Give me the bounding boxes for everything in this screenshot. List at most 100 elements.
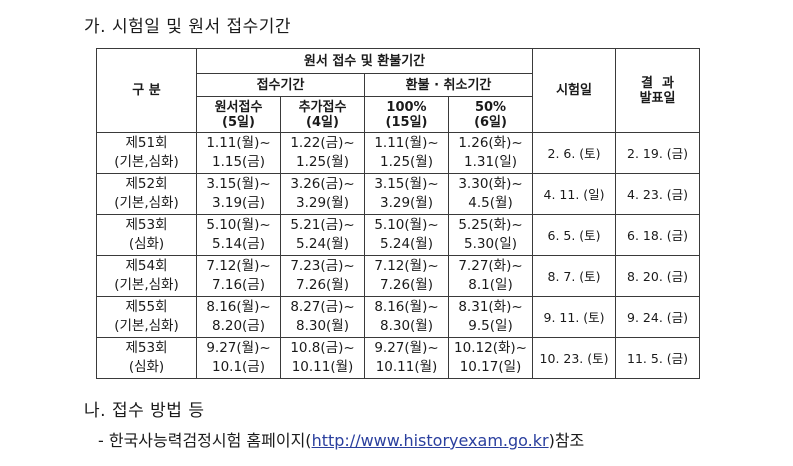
round-number: 제53회 — [125, 340, 168, 356]
date-start: 7.23(금)~ — [290, 258, 355, 274]
date-range-cell: 9.27(월)~ 10.11(월) — [364, 337, 449, 379]
date-start: 8.16(월)~ — [206, 299, 271, 315]
exam-date-cell: 2. 6. (토) — [532, 132, 617, 174]
date-range-cell: 3.15(월)~ 3.29(월) — [364, 173, 449, 215]
exam-date-cell: 6. 5. (토) — [532, 214, 617, 256]
date-range-cell: 1.11(월)~ 1.25(월) — [364, 132, 449, 174]
round-cell: 제53회 (심화) — [96, 214, 197, 256]
date-end: 10.11(월) — [375, 359, 438, 375]
date-start: 5.21(금)~ — [290, 217, 355, 233]
section-heading-exam-dates: 가. 시험일 및 원서 접수기간 — [84, 17, 292, 37]
round-level: (기본,심화) — [114, 318, 179, 334]
date-end: 3.29(월) — [295, 195, 349, 211]
date-range-cell: 9.27(월)~ 10.1(금) — [196, 337, 281, 379]
table-row: 제53회 (심화) 9.27(월)~ 10.1(금) 10.8(금)~ 10.11(… — [96, 337, 701, 379]
round-number: 제55회 — [125, 299, 168, 315]
header-sub-refund-half: 50% (6일) — [447, 96, 534, 133]
date-end: 1.25(월) — [295, 154, 349, 170]
header-sub-days: (15일) — [385, 114, 428, 130]
date-start: 3.15(월)~ — [374, 176, 439, 192]
header-sub-application: 원서접수 (5일) — [196, 96, 281, 133]
date-range-cell: 8.16(월)~ 8.20(금) — [196, 296, 281, 338]
table-row: 제55회 (기본,심화) 8.16(월)~ 8.20(금) 8.27(금)~ 8.3… — [96, 296, 701, 338]
round-number: 제54회 — [125, 258, 168, 274]
round-number: 제52회 — [125, 176, 168, 192]
header-result-date-line2: 발표일 — [639, 90, 676, 106]
result-date-cell: 4. 23. (금) — [615, 173, 701, 215]
header-sub-label: 추가접수 — [298, 99, 347, 115]
date-range-cell: 5.21(금)~ 5.24(월) — [280, 214, 365, 256]
header-result-date: 결 과 발표일 — [615, 48, 701, 133]
date-end: 9.5(일) — [468, 318, 513, 334]
homepage-link[interactable]: http://www.historyexam.go.kr — [311, 431, 549, 450]
header-refund-period: 환불 · 취소기간 — [363, 73, 534, 97]
round-level: (심화) — [128, 359, 165, 375]
header-sub-refund-full: 100% (15일) — [364, 96, 449, 133]
date-range-cell: 7.12(월)~ 7.16(금) — [196, 255, 281, 297]
note-suffix: )참조 — [548, 431, 585, 450]
round-level: (기본,심화) — [114, 154, 179, 170]
header-exam-date: 시험일 — [532, 48, 617, 133]
date-range-cell: 7.12(월)~ 7.26(월) — [364, 255, 449, 297]
result-date-cell: 9. 24. (금) — [615, 296, 701, 338]
header-sub-additional: 추가접수 (4일) — [280, 96, 365, 133]
date-range-cell: 3.30(화)~ 4.5(월) — [447, 173, 534, 215]
date-start: 3.26(금)~ — [290, 176, 355, 192]
table-row: 제53회 (심화) 5.10(월)~ 5.14(금) 5.21(금)~ 5.24(월… — [96, 214, 701, 256]
date-start: 10.12(화)~ — [454, 340, 527, 356]
date-range-cell: 5.25(화)~ 5.30(일) — [447, 214, 534, 256]
date-start: 5.10(월)~ — [374, 217, 439, 233]
section-heading-application-method: 나. 접수 방법 등 — [84, 401, 205, 421]
date-range-cell: 1.26(화)~ 1.31(일) — [447, 132, 534, 174]
result-date-cell: 2. 19. (금) — [615, 132, 701, 174]
round-number: 제53회 — [125, 217, 168, 233]
header-result-date-line1: 결 과 — [641, 75, 675, 91]
date-start: 9.27(월)~ — [206, 340, 271, 356]
round-cell: 제52회 (기본,심화) — [96, 173, 197, 215]
date-range-cell: 3.15(월)~ 3.19(금) — [196, 173, 281, 215]
date-end: 5.14(금) — [211, 236, 265, 252]
date-end: 7.16(금) — [211, 277, 265, 293]
date-range-cell: 10.12(화)~ 10.17(일) — [447, 337, 534, 379]
date-start: 5.10(월)~ — [206, 217, 271, 233]
exam-date-cell: 10. 23. (토) — [532, 337, 617, 379]
date-start: 7.27(화)~ — [458, 258, 523, 274]
date-start: 3.15(월)~ — [206, 176, 271, 192]
date-end: 5.30(일) — [464, 236, 518, 252]
date-end: 7.26(월) — [295, 277, 349, 293]
header-application-group: 원서 접수 및 환불기간 — [195, 48, 534, 74]
header-sub-label: 원서접수 — [214, 99, 263, 115]
date-end: 3.29(월) — [379, 195, 433, 211]
date-start: 3.30(화)~ — [458, 176, 523, 192]
date-end: 8.30(월) — [295, 318, 349, 334]
date-end: 1.31(일) — [464, 154, 518, 170]
date-end: 5.24(월) — [379, 236, 433, 252]
date-end: 1.25(월) — [379, 154, 433, 170]
header-sub-label: 50% — [474, 99, 507, 115]
date-end: 10.11(월) — [291, 359, 354, 375]
date-end: 4.5(월) — [468, 195, 513, 211]
result-date-cell: 11. 5. (금) — [615, 337, 701, 379]
date-start: 10.8(금)~ — [290, 340, 355, 356]
header-category: 구 분 — [96, 48, 197, 133]
exam-date-cell: 9. 11. (토) — [532, 296, 617, 338]
table-row: 제51회 (기본,심화) 1.11(월)~ 1.15(금) 1.22(금)~ 1.2… — [96, 132, 701, 174]
round-level: (기본,심화) — [114, 277, 179, 293]
date-start: 1.11(월)~ — [206, 135, 271, 151]
date-start: 7.12(월)~ — [374, 258, 439, 274]
date-start: 5.25(화)~ — [458, 217, 523, 233]
date-end: 8.20(금) — [211, 318, 265, 334]
exam-schedule-table: 구 분 원서 접수 및 환불기간 시험일 결 과 발표일 접수기간 환불 · 취… — [96, 48, 701, 379]
date-end: 5.24(월) — [295, 236, 349, 252]
round-cell: 제54회 (기본,심화) — [96, 255, 197, 297]
round-number: 제51회 — [125, 135, 168, 151]
homepage-note: - 한국사능력검정시험 홈페이지(http://www.historyexam.… — [98, 427, 584, 451]
header-sub-label: 100% — [386, 99, 427, 115]
date-range-cell: 8.27(금)~ 8.30(월) — [280, 296, 365, 338]
date-start: 1.26(화)~ — [458, 135, 523, 151]
header-sub-days: (5일) — [222, 114, 255, 130]
date-end: 1.15(금) — [211, 154, 265, 170]
date-start: 8.27(금)~ — [290, 299, 355, 315]
date-end: 7.26(월) — [379, 277, 433, 293]
date-range-cell: 5.10(월)~ 5.24(월) — [364, 214, 449, 256]
